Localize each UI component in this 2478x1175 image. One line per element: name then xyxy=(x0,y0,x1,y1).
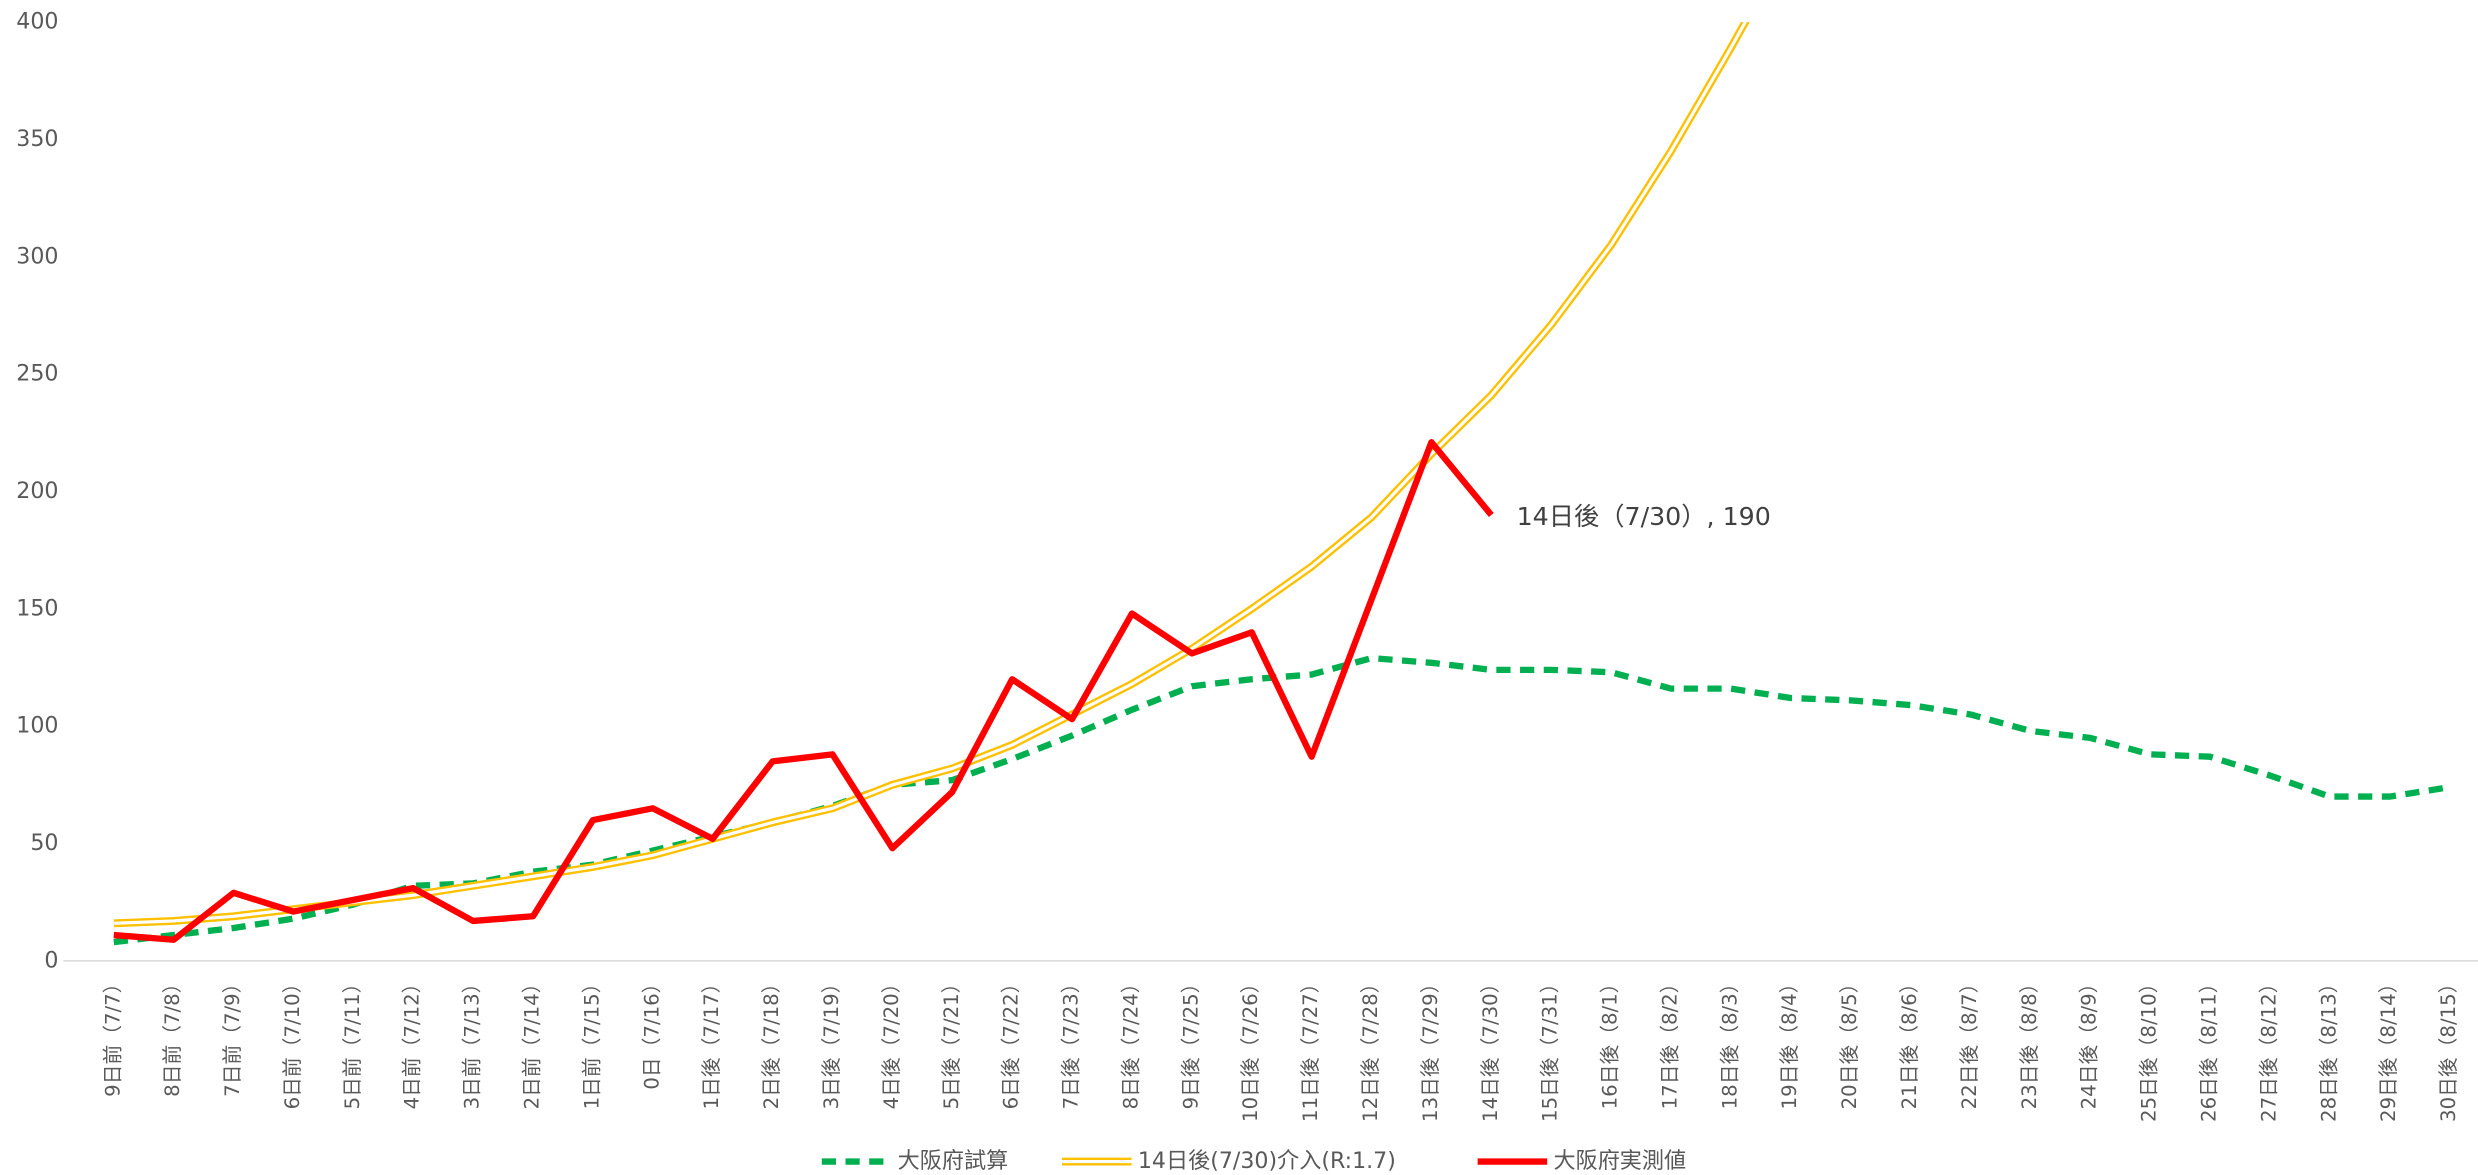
x-tick-label: 1日前（7/15） xyxy=(580,974,603,1110)
series-0 xyxy=(113,654,2451,946)
y-tick-label: 100 xyxy=(16,713,58,739)
x-tick-label: 8日後（7/24） xyxy=(1119,974,1142,1110)
x-tick-label: 2日前（7/14） xyxy=(521,974,544,1110)
x-tick-label: 20日後（8/5） xyxy=(1838,974,1861,1110)
series-1 xyxy=(113,22,1750,928)
x-tick-label: 5日前（7/11） xyxy=(341,974,364,1110)
x-tick-label: 25日後（8/10） xyxy=(2138,974,2161,1122)
x-tick-label: 18日後（8/3） xyxy=(1718,974,1741,1110)
legend-label: 14日後(7/30)介入(R:1.7) xyxy=(1138,1148,1396,1174)
legend-label: 大阪府試算 xyxy=(898,1148,1009,1174)
x-tick-label: 6日後（7/22） xyxy=(1000,974,1023,1110)
x-tick-label: 9日前（7/7） xyxy=(101,974,124,1097)
x-tick-label: 26日後（8/11） xyxy=(2197,974,2220,1122)
x-tick-label: 15日後（7/31） xyxy=(1539,974,1562,1122)
x-tick-label: 7日後（7/23） xyxy=(1060,974,1083,1110)
x-tick-label: 13日後（7/29） xyxy=(1419,974,1442,1122)
y-tick-label: 300 xyxy=(16,243,58,269)
x-tick-label: 4日後（7/20） xyxy=(880,974,903,1110)
line xyxy=(113,439,1494,943)
y-tick-label: 0 xyxy=(44,947,58,973)
x-tick-label: 1日後（7/17） xyxy=(700,974,723,1110)
x-tick-label: 10日後（7/26） xyxy=(1239,974,1262,1122)
x-tick-label: 5日後（7/21） xyxy=(940,974,963,1110)
x-tick-label: 11日後（7/27） xyxy=(1299,974,1322,1122)
y-tick-label: 350 xyxy=(16,126,58,152)
x-tick-label: 22日後（8/7） xyxy=(1958,974,1981,1110)
x-tick-label: 6日前（7/10） xyxy=(281,974,304,1110)
x-tick-label: 23日後（8/8） xyxy=(2018,974,2041,1110)
x-tick-label: 28日後（8/13） xyxy=(2317,974,2340,1122)
y-tick-label: 200 xyxy=(16,478,58,504)
x-tick-label: 9日後（7/25） xyxy=(1179,974,1202,1110)
x-tick-label: 16日後（8/1） xyxy=(1599,974,1622,1110)
x-tick-label: 21日後（8/6） xyxy=(1898,974,1921,1110)
x-tick-label: 17日後（8/2） xyxy=(1658,974,1681,1110)
x-tick-label: 4日前（7/12） xyxy=(401,974,424,1110)
legend-label: 大阪府実測値 xyxy=(1553,1148,1686,1174)
x-tick-label: 7日前（7/9） xyxy=(221,974,244,1097)
line xyxy=(113,654,2451,946)
x-tick-label: 12日後（7/28） xyxy=(1359,974,1382,1122)
line-inner xyxy=(113,22,1747,925)
y-tick-label: 250 xyxy=(16,361,58,387)
x-tick-label: 29日後（8/14） xyxy=(2377,974,2400,1122)
y-tick-label: 50 xyxy=(30,830,58,856)
x-tick-label: 3日前（7/13） xyxy=(461,974,484,1110)
x-tick-label: 30日後（8/15） xyxy=(2437,974,2460,1122)
x-tick-label: 0日（7/16） xyxy=(640,974,663,1090)
x-tick-label: 27日後（8/12） xyxy=(2257,974,2280,1122)
y-tick-label: 400 xyxy=(16,9,58,35)
x-tick-label: 8日前（7/8） xyxy=(161,974,184,1097)
x-tick-label: 2日後（7/18） xyxy=(760,974,783,1110)
x-tick-label: 3日後（7/19） xyxy=(820,974,843,1110)
x-tick-label: 24日後（8/9） xyxy=(2078,974,2101,1110)
data-label: 14日後（7/30）, 190 xyxy=(1517,502,1771,531)
line xyxy=(113,22,1750,928)
x-tick-label: 14日後（7/30） xyxy=(1479,974,1502,1122)
x-tick-label: 19日後（8/4） xyxy=(1778,974,1801,1110)
y-tick-label: 150 xyxy=(16,595,58,621)
series-2 xyxy=(113,439,1494,943)
